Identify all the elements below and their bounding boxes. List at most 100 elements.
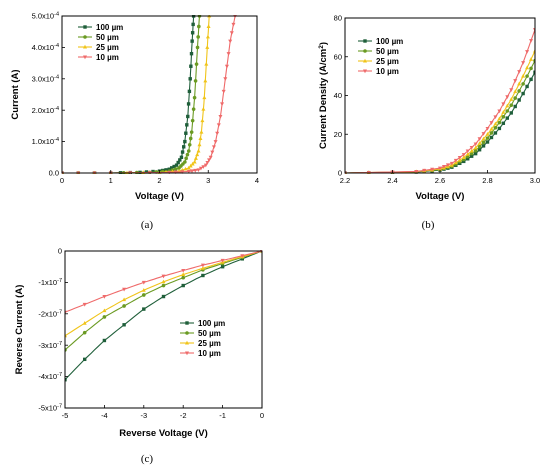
data-point bbox=[142, 307, 146, 311]
series-100um bbox=[345, 70, 535, 174]
legend-label: 50 µm bbox=[96, 33, 119, 42]
data-point bbox=[102, 308, 107, 313]
data-point bbox=[366, 170, 371, 174]
data-point bbox=[505, 95, 510, 99]
data-point bbox=[493, 125, 498, 130]
data-point bbox=[102, 315, 107, 319]
chart-a: 0 1 2 3 4 0.0 1.0x10-4 2.0x10-4 3.0x10-4 4.0x10-4… bbox=[10, 12, 259, 231]
data-point bbox=[141, 280, 146, 285]
data-point bbox=[83, 357, 87, 362]
data-point bbox=[82, 321, 87, 325]
data-point bbox=[223, 77, 228, 81]
data-point bbox=[195, 152, 200, 157]
y-tick-label: 5.0x10-4 bbox=[32, 12, 59, 21]
data-point bbox=[169, 166, 174, 170]
data-point bbox=[221, 89, 226, 94]
data-point bbox=[142, 293, 146, 297]
data-point bbox=[469, 151, 474, 156]
data-point bbox=[469, 148, 474, 153]
data-point bbox=[220, 258, 225, 263]
x-tick-label: -5 bbox=[62, 411, 69, 420]
data-point bbox=[172, 164, 176, 169]
data-point bbox=[185, 123, 189, 127]
data-point bbox=[197, 142, 202, 147]
data-point bbox=[190, 118, 195, 123]
y-axis-label: Current (A) bbox=[10, 69, 21, 119]
x-tick-label: 0 bbox=[60, 176, 64, 185]
series-100um bbox=[62, 15, 196, 174]
data-point bbox=[513, 79, 518, 83]
data-point bbox=[141, 288, 146, 292]
data-point bbox=[517, 98, 521, 102]
data-point bbox=[438, 166, 442, 171]
data-point bbox=[513, 104, 517, 109]
data-point bbox=[161, 279, 166, 284]
data-point bbox=[190, 169, 194, 174]
data-point bbox=[231, 22, 236, 27]
data-point bbox=[184, 156, 188, 161]
series-10um bbox=[65, 250, 262, 315]
data-point bbox=[196, 148, 201, 153]
data-point bbox=[513, 89, 518, 94]
data-point bbox=[167, 170, 172, 174]
data-point bbox=[173, 170, 178, 174]
data-point bbox=[505, 116, 509, 120]
data-point bbox=[461, 155, 466, 159]
data-point bbox=[203, 78, 208, 83]
data-point bbox=[441, 165, 446, 169]
data-point bbox=[525, 50, 530, 54]
legend-label: 10 µm bbox=[198, 349, 221, 358]
data-point bbox=[529, 66, 533, 71]
data-point bbox=[501, 110, 506, 114]
y-axis-label: Reverse Current (A) bbox=[14, 285, 25, 375]
data-point bbox=[82, 330, 87, 335]
legend-marker bbox=[83, 55, 87, 60]
data-point bbox=[466, 157, 470, 161]
chart-c: -5 -4 -3 -2 -1 0 -5x10-7 -4x10-7 -3x10-7 -2x10-7 -… bbox=[14, 247, 264, 465]
data-point bbox=[481, 140, 486, 145]
data-point bbox=[201, 273, 205, 278]
data-point bbox=[485, 132, 490, 136]
data-point bbox=[188, 163, 193, 168]
y-tick-label: 20 bbox=[334, 130, 342, 139]
data-point bbox=[477, 148, 482, 152]
data-point bbox=[517, 81, 522, 86]
y-tick-label: 0.0 bbox=[49, 169, 59, 178]
series-line bbox=[62, 15, 236, 174]
chart-b: 2.2 2.4 2.6 2.8 3.0 0 20 40 60 80 Voltage (V) Curre… bbox=[318, 14, 540, 231]
data-point bbox=[493, 131, 498, 135]
data-point bbox=[202, 95, 207, 100]
data-point bbox=[192, 95, 197, 100]
data-point bbox=[191, 107, 196, 111]
x-tick-label: 2.8 bbox=[482, 176, 492, 185]
legend-marker bbox=[363, 39, 367, 43]
data-point bbox=[167, 167, 171, 171]
x-tick-label: -4 bbox=[101, 411, 108, 420]
data-point bbox=[533, 70, 535, 74]
data-point bbox=[181, 275, 185, 280]
series-line bbox=[345, 72, 535, 174]
series-50um bbox=[62, 15, 202, 174]
data-point bbox=[218, 114, 223, 119]
y-tick-label: 1.0x10-4 bbox=[32, 137, 59, 146]
data-point bbox=[183, 166, 188, 171]
panel-caption: (a) bbox=[141, 219, 154, 231]
plot-frame bbox=[64, 250, 263, 409]
y-tick-label: 0 bbox=[338, 169, 342, 178]
data-point bbox=[529, 77, 533, 82]
legend-label: 25 µm bbox=[96, 43, 119, 52]
data-point bbox=[473, 145, 478, 150]
series-line bbox=[62, 15, 210, 174]
data-point bbox=[206, 24, 211, 28]
legend-label: 25 µm bbox=[376, 57, 399, 66]
x-tick-label: 2.2 bbox=[340, 176, 350, 185]
y-tick-label: 40 bbox=[334, 91, 342, 100]
legend-label: 10 µm bbox=[96, 53, 119, 62]
data-point bbox=[193, 156, 198, 160]
data-point bbox=[469, 145, 474, 150]
y-tick-label: -3x10-7 bbox=[38, 341, 62, 350]
x-axis-label: Voltage (V) bbox=[135, 191, 184, 202]
data-point bbox=[189, 64, 193, 68]
data-point bbox=[485, 140, 490, 144]
